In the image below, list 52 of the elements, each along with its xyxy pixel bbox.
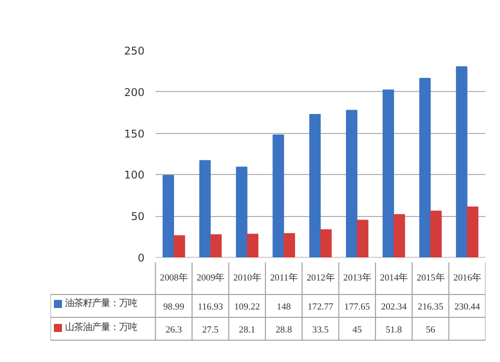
y-tick-label: 150 bbox=[124, 127, 145, 140]
y-tick-label: 0 bbox=[138, 252, 145, 264]
bar bbox=[419, 78, 431, 258]
x-tick-label: 2011年 bbox=[270, 272, 298, 284]
bar bbox=[162, 175, 174, 258]
x-tick-label: 2014年 bbox=[380, 272, 408, 284]
data-label: 230.44 bbox=[454, 302, 480, 312]
bar bbox=[356, 220, 368, 258]
data-label: 202.34 bbox=[380, 302, 407, 312]
bar bbox=[236, 166, 248, 258]
data-label: 26.3 bbox=[166, 325, 182, 336]
bar bbox=[456, 66, 468, 258]
y-tick-label: 200 bbox=[124, 86, 145, 99]
data-label: 98.99 bbox=[163, 302, 185, 312]
data-label: 177.65 bbox=[344, 302, 370, 312]
bar bbox=[430, 210, 442, 258]
bar bbox=[174, 235, 186, 258]
legend-label: 油茶籽产量：万吨 bbox=[65, 297, 137, 310]
data-label: 51.8 bbox=[386, 325, 402, 336]
legend-label: 山茶油产量：万吨 bbox=[65, 321, 137, 334]
data-label: 33.5 bbox=[312, 325, 329, 336]
data-label: 28.8 bbox=[276, 325, 292, 336]
data-label: 172.77 bbox=[308, 302, 334, 312]
x-tick-label: 2015年 bbox=[416, 272, 444, 284]
data-label: 216.35 bbox=[418, 302, 444, 312]
data-label: 28.1 bbox=[238, 325, 256, 336]
y-tick-label: 50 bbox=[130, 210, 145, 224]
bar bbox=[284, 233, 296, 258]
data-label: 56 bbox=[426, 325, 436, 336]
x-tick-label: 2008年 bbox=[160, 272, 188, 284]
data-label: 116.93 bbox=[198, 302, 224, 312]
bar bbox=[309, 114, 321, 258]
x-tick-label: 2016年 bbox=[453, 272, 481, 284]
bar bbox=[199, 160, 211, 258]
bar bbox=[394, 214, 406, 258]
bar bbox=[210, 234, 222, 258]
bar bbox=[246, 234, 258, 258]
bar bbox=[346, 110, 358, 258]
bar bbox=[272, 134, 284, 258]
x-tick-label: 2010年 bbox=[233, 272, 261, 284]
data-label: 45 bbox=[352, 325, 362, 336]
x-tick-label: 2013年 bbox=[343, 272, 371, 284]
bar bbox=[320, 229, 332, 258]
data-label: 27.5 bbox=[202, 325, 219, 336]
y-tick-label: 250 bbox=[124, 44, 145, 58]
x-tick-label: 2009年 bbox=[196, 272, 224, 284]
x-tick-label: 2012年 bbox=[306, 272, 334, 284]
bar bbox=[466, 206, 478, 258]
data-label: 109.22 bbox=[234, 302, 260, 312]
data-label: 148 bbox=[276, 302, 292, 312]
y-tick-label: 100 bbox=[124, 168, 145, 182]
bar bbox=[382, 89, 394, 258]
